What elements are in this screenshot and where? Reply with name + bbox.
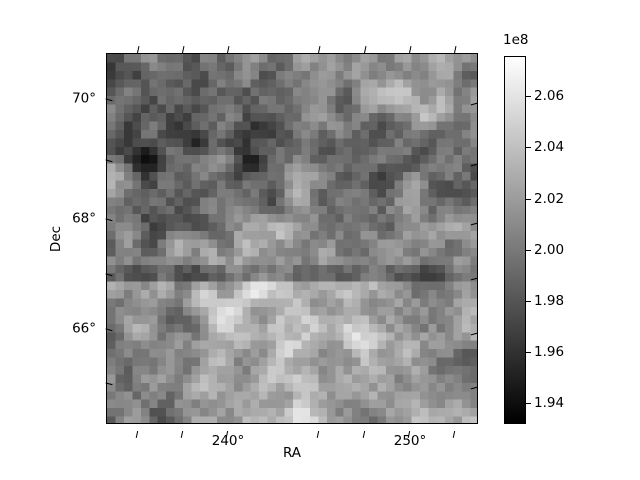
colorbar-offset-label: 1e8 bbox=[503, 32, 529, 48]
ra-minor-tick-mark bbox=[135, 430, 139, 438]
y-axis-label: Dec bbox=[48, 225, 64, 253]
x-axis-label: RA bbox=[282, 445, 302, 461]
colorbar-tick-mark bbox=[526, 250, 531, 252]
sky-map-axes[interactable] bbox=[106, 53, 478, 424]
ra-tick-label: 240° bbox=[211, 433, 245, 449]
colorbar-tick-label: 2.00 bbox=[534, 242, 565, 258]
sky-map-heatmap bbox=[107, 54, 477, 423]
colorbar-tick-mark bbox=[526, 199, 531, 201]
colorbar-tick-label: 2.04 bbox=[534, 139, 565, 155]
dec-tick-label: 70° bbox=[72, 90, 96, 107]
colorbar-tick-label: 2.02 bbox=[534, 191, 565, 207]
colorbar-tick-mark bbox=[526, 403, 531, 405]
colorbar-tick-mark bbox=[526, 147, 531, 149]
ra-minor-tick-mark bbox=[180, 430, 184, 438]
colorbar-tick-mark bbox=[526, 301, 531, 303]
ra-minor-tick-mark bbox=[316, 430, 320, 438]
colorbar-tick-label: 1.94 bbox=[534, 395, 565, 411]
ra-minor-tick-mark bbox=[362, 430, 366, 438]
colorbar-tick-label: 1.98 bbox=[534, 293, 565, 309]
colorbar-tick-mark bbox=[526, 352, 531, 354]
colorbar-tick-mark bbox=[526, 96, 531, 98]
dec-tick-label: 66° bbox=[72, 320, 96, 337]
ra-tick-label: 250° bbox=[393, 433, 427, 449]
ra-minor-tick-mark bbox=[452, 430, 456, 438]
colorbar[interactable] bbox=[504, 56, 526, 424]
colorbar-tick-label: 1.96 bbox=[534, 344, 565, 360]
colorbar-tick-label: 2.06 bbox=[534, 88, 565, 104]
dec-tick-label: 68° bbox=[72, 210, 96, 227]
